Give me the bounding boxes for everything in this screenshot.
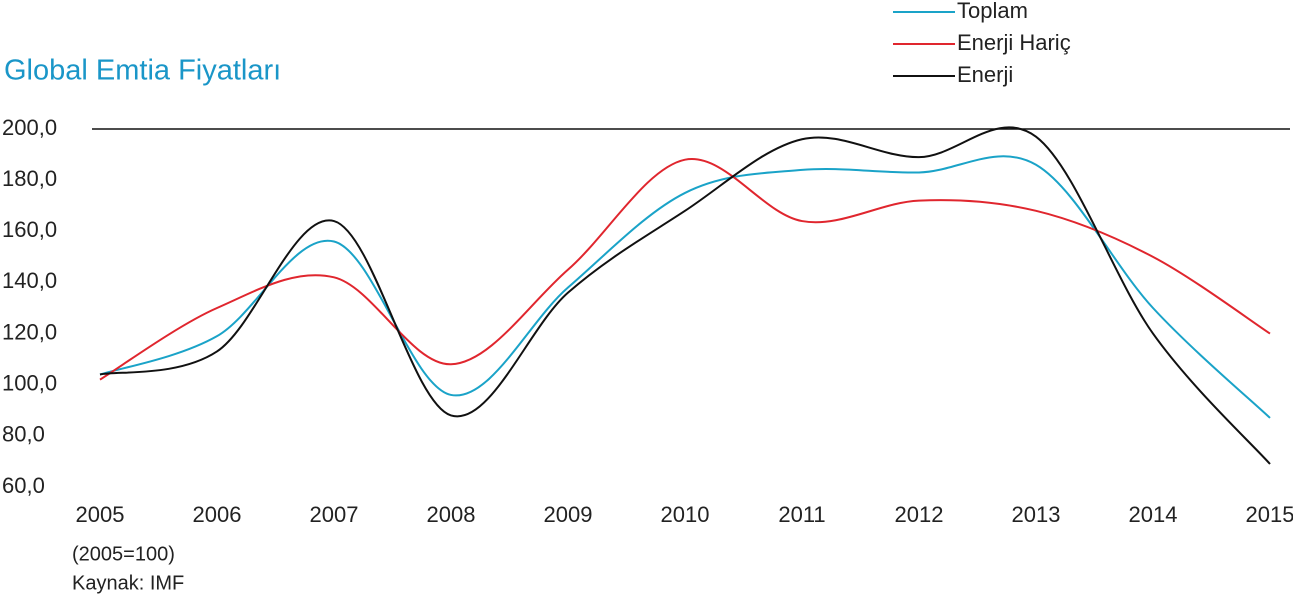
series-line (99, 126, 1271, 465)
x-tick-label: 2010 (661, 502, 710, 527)
y-tick-label: 120,0 (2, 319, 57, 344)
x-tick-label: 2006 (193, 502, 242, 527)
x-tick-label: 2014 (1129, 502, 1178, 527)
legend-label: Toplam (957, 0, 1028, 23)
x-tick-label: 2012 (895, 502, 944, 527)
y-tick-label: 160,0 (2, 217, 57, 242)
legend-label: Enerji Hariç (957, 30, 1071, 55)
x-tick-label: 2009 (544, 502, 593, 527)
chart-title: Global Emtia Fiyatları (4, 55, 281, 87)
x-tick-label: 2011 (778, 502, 825, 527)
series-line (99, 158, 1271, 381)
legend-label: Enerji (957, 62, 1013, 87)
series-line (99, 155, 1271, 419)
y-tick-label: 140,0 (2, 268, 57, 293)
y-tick-label: 100,0 (2, 371, 57, 396)
note: (2005=100) (72, 543, 175, 565)
x-tick-label: 2015 (1246, 502, 1293, 527)
note: Kaynak: IMF (72, 572, 184, 594)
x-tick-label: 2007 (310, 502, 359, 527)
y-tick-label: 180,0 (2, 166, 57, 191)
y-tick-label: 200,0 (2, 115, 57, 140)
y-tick-label: 60,0 (2, 473, 45, 498)
x-tick-label: 2008 (427, 502, 476, 527)
y-tick-label: 80,0 (2, 422, 45, 447)
x-tick-label: 2005 (76, 502, 125, 527)
x-tick-label: 2013 (1012, 502, 1061, 527)
